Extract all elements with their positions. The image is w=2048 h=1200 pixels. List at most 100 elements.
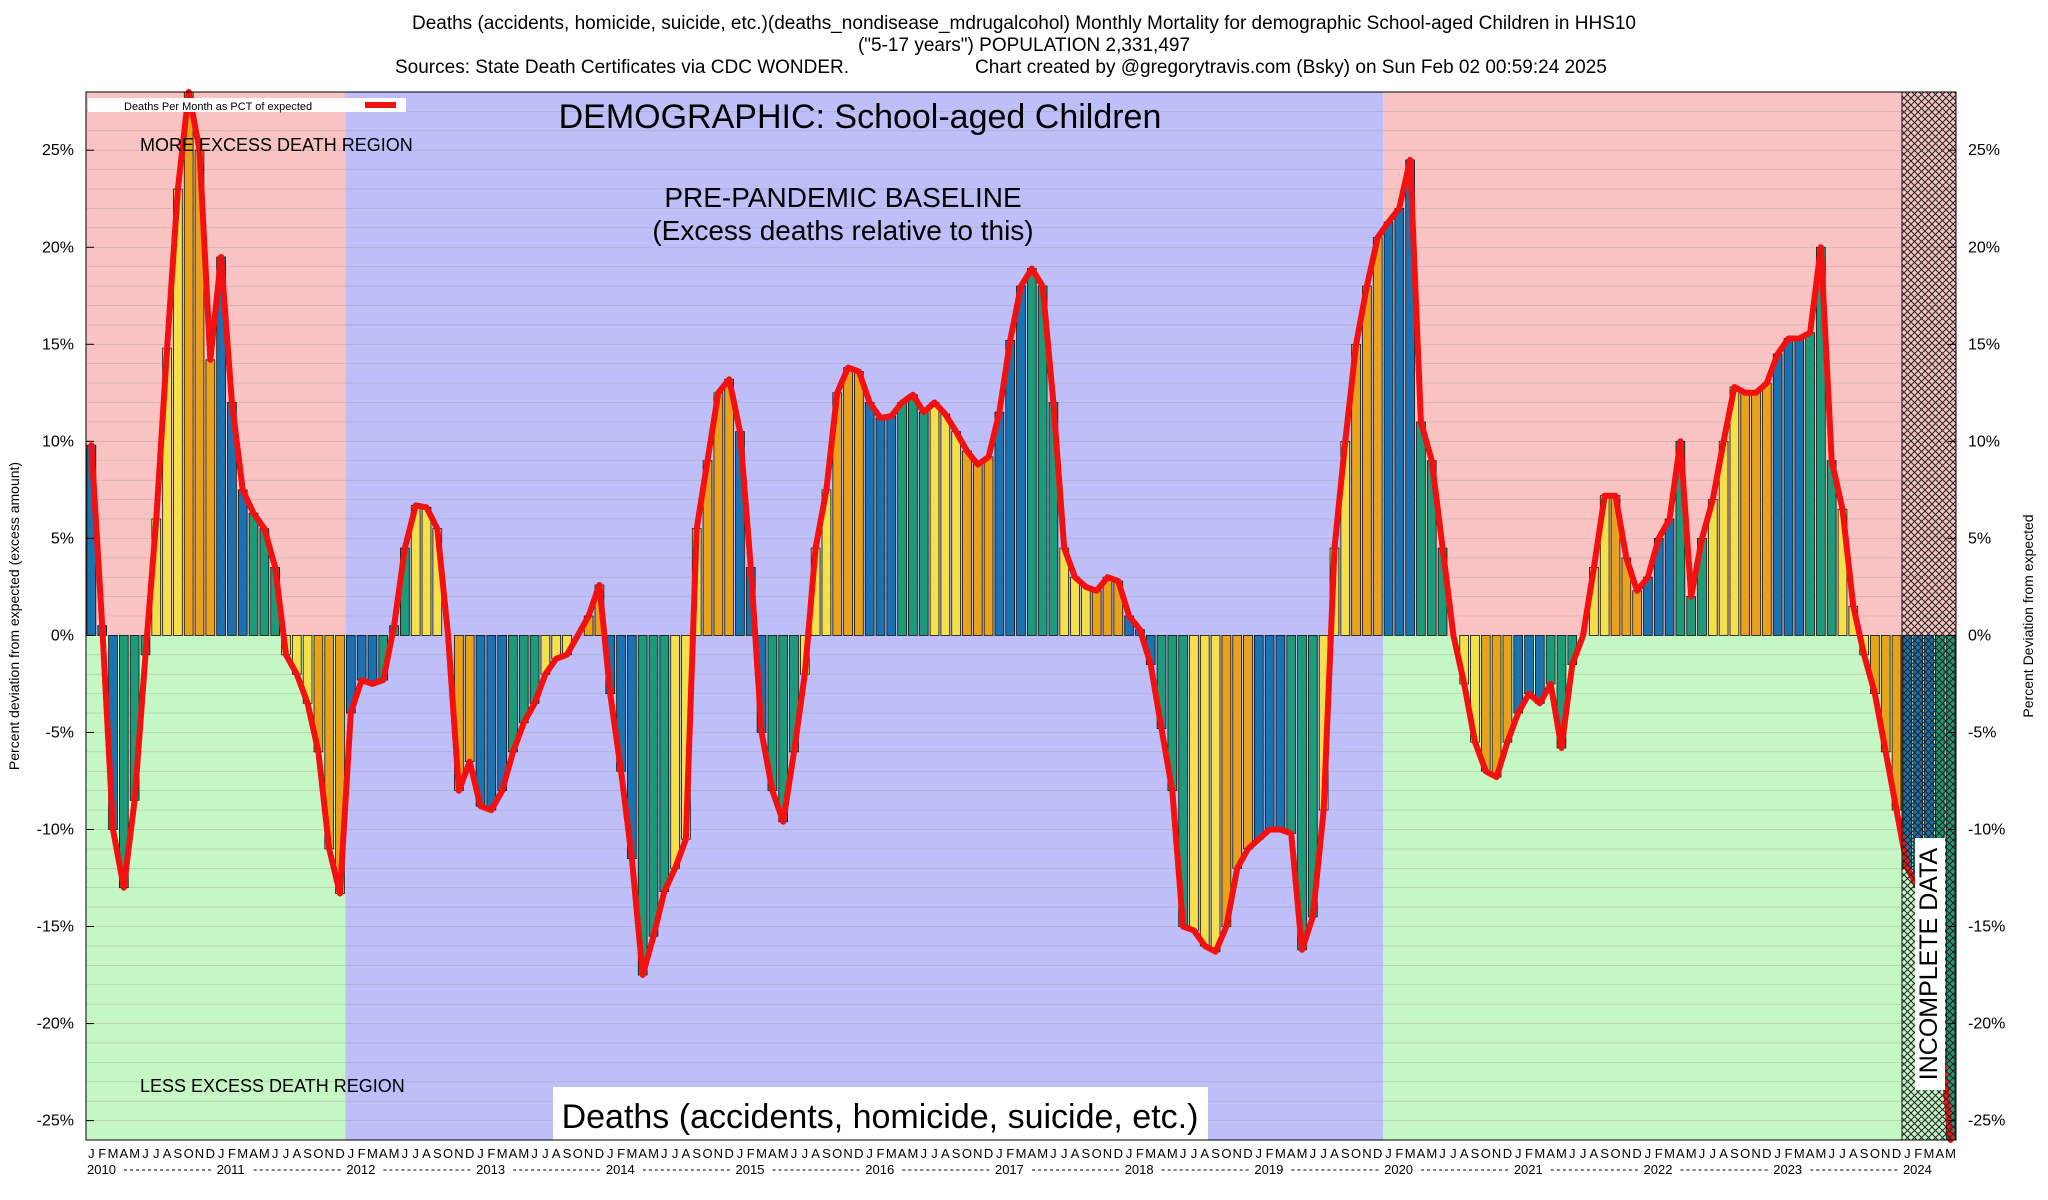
month-label: S xyxy=(1730,1146,1739,1161)
bar-11 xyxy=(205,359,216,636)
bar-153 xyxy=(1740,392,1751,636)
month-label: A xyxy=(811,1146,820,1161)
month-label: N xyxy=(1492,1146,1501,1161)
month-label: M xyxy=(1924,1146,1935,1161)
month-label: D xyxy=(1762,1146,1771,1161)
month-label: A xyxy=(768,1146,777,1161)
month-label: N xyxy=(1751,1146,1760,1161)
month-label: F xyxy=(1784,1146,1792,1161)
y-tick-label-left: -20% xyxy=(37,1016,74,1033)
month-label: O xyxy=(702,1146,712,1161)
bar-84 xyxy=(994,411,1005,636)
month-label: F xyxy=(228,1146,236,1161)
y-tick-label-right: 25% xyxy=(1968,142,2000,159)
month-label: J xyxy=(672,1146,679,1161)
month-label: S xyxy=(303,1146,312,1161)
y-tick-label-right: 10% xyxy=(1968,433,2000,450)
y-tick-label-left: 25% xyxy=(42,142,74,159)
month-label: A xyxy=(509,1146,518,1161)
month-label: J xyxy=(661,1146,668,1161)
bar-159 xyxy=(1805,332,1815,636)
month-label: M xyxy=(756,1146,767,1161)
month-label: A xyxy=(552,1146,561,1161)
bar-129 xyxy=(1480,635,1491,772)
bar-156 xyxy=(1772,353,1783,636)
month-label: D xyxy=(595,1146,604,1161)
month-label: M xyxy=(259,1146,270,1161)
y-axis-label-right: Percent Deviation from expected xyxy=(2020,514,2036,717)
bar-130 xyxy=(1491,635,1502,778)
month-label: N xyxy=(1622,1146,1631,1161)
deviation-line xyxy=(88,89,1954,1143)
bar-106 xyxy=(1232,635,1242,869)
month-label: A xyxy=(1935,1146,1944,1161)
month-label: A xyxy=(1330,1146,1339,1161)
month-label: S xyxy=(174,1146,183,1161)
month-label: J xyxy=(1050,1146,1057,1161)
month-label: O xyxy=(573,1146,583,1161)
y-axis-label-left: Percent deviation from expected (excess … xyxy=(6,462,22,770)
y-tick-label-right: -5% xyxy=(1968,724,1996,741)
month-label: M xyxy=(1815,1146,1826,1161)
bar-155 xyxy=(1762,382,1772,636)
month-label: N xyxy=(973,1146,982,1161)
month-label: M xyxy=(1686,1146,1697,1161)
month-label: M xyxy=(1534,1146,1545,1161)
month-label: A xyxy=(1027,1146,1036,1161)
bar-14 xyxy=(237,489,248,636)
month-label: N xyxy=(454,1146,463,1161)
y-tick-label-right: 20% xyxy=(1968,239,2000,256)
month-label: S xyxy=(1860,1146,1869,1161)
bar-110 xyxy=(1275,635,1286,830)
month-label: J xyxy=(1310,1146,1317,1161)
bar-9 xyxy=(183,91,194,636)
legend-box xyxy=(88,98,406,112)
month-label: O xyxy=(1351,1146,1361,1161)
y-tick-label-left: -10% xyxy=(37,821,74,838)
y-tick-label-left: -15% xyxy=(37,919,74,936)
bar-109 xyxy=(1264,635,1275,830)
bar-77 xyxy=(918,411,929,636)
month-label: O xyxy=(443,1146,453,1161)
month-label: J xyxy=(931,1146,938,1161)
month-label: N xyxy=(1362,1146,1371,1161)
y-tick-label-left: 10% xyxy=(42,433,74,450)
month-label: O xyxy=(962,1146,972,1161)
bar-154 xyxy=(1751,392,1761,636)
bar-108 xyxy=(1253,635,1264,840)
chart-header-line-3-right: Chart created by @gregorytravis.com (Bsk… xyxy=(975,57,1607,78)
bar-39 xyxy=(508,635,518,753)
month-label: J xyxy=(607,1146,614,1161)
month-label: S xyxy=(1471,1146,1480,1161)
month-label: J xyxy=(412,1146,419,1161)
bar-82 xyxy=(972,464,983,636)
month-label: F xyxy=(877,1146,885,1161)
bar-105 xyxy=(1221,635,1232,927)
month-label: J xyxy=(1774,1146,1781,1161)
month-label: N xyxy=(1881,1146,1890,1161)
month-label: D xyxy=(335,1146,344,1161)
month-label: A xyxy=(422,1146,431,1161)
month-label: J xyxy=(402,1146,409,1161)
bar-120 xyxy=(1383,221,1394,636)
month-label: A xyxy=(379,1146,388,1161)
month-label: D xyxy=(854,1146,863,1161)
bar-152 xyxy=(1729,386,1740,636)
bar-71 xyxy=(854,371,864,636)
month-label: M xyxy=(108,1146,119,1161)
month-label: A xyxy=(898,1146,907,1161)
month-label: N xyxy=(1103,1146,1112,1161)
year-label: 2023 xyxy=(1773,1162,1802,1177)
month-label: D xyxy=(1503,1146,1512,1161)
baseline-title: PRE-PANDEMIC BASELINE xyxy=(664,182,1021,213)
month-label: D xyxy=(724,1146,733,1161)
month-label: J xyxy=(1191,1146,1198,1161)
incomplete-data-label: INCOMPLETE DATA xyxy=(1915,847,1943,1080)
bar-103 xyxy=(1199,635,1210,947)
month-label: N xyxy=(325,1146,334,1161)
year-label: 2013 xyxy=(476,1162,505,1177)
bar-52 xyxy=(648,635,659,937)
month-label: J xyxy=(142,1146,149,1161)
month-label: N xyxy=(714,1146,723,1161)
month-label: J xyxy=(1710,1146,1717,1161)
